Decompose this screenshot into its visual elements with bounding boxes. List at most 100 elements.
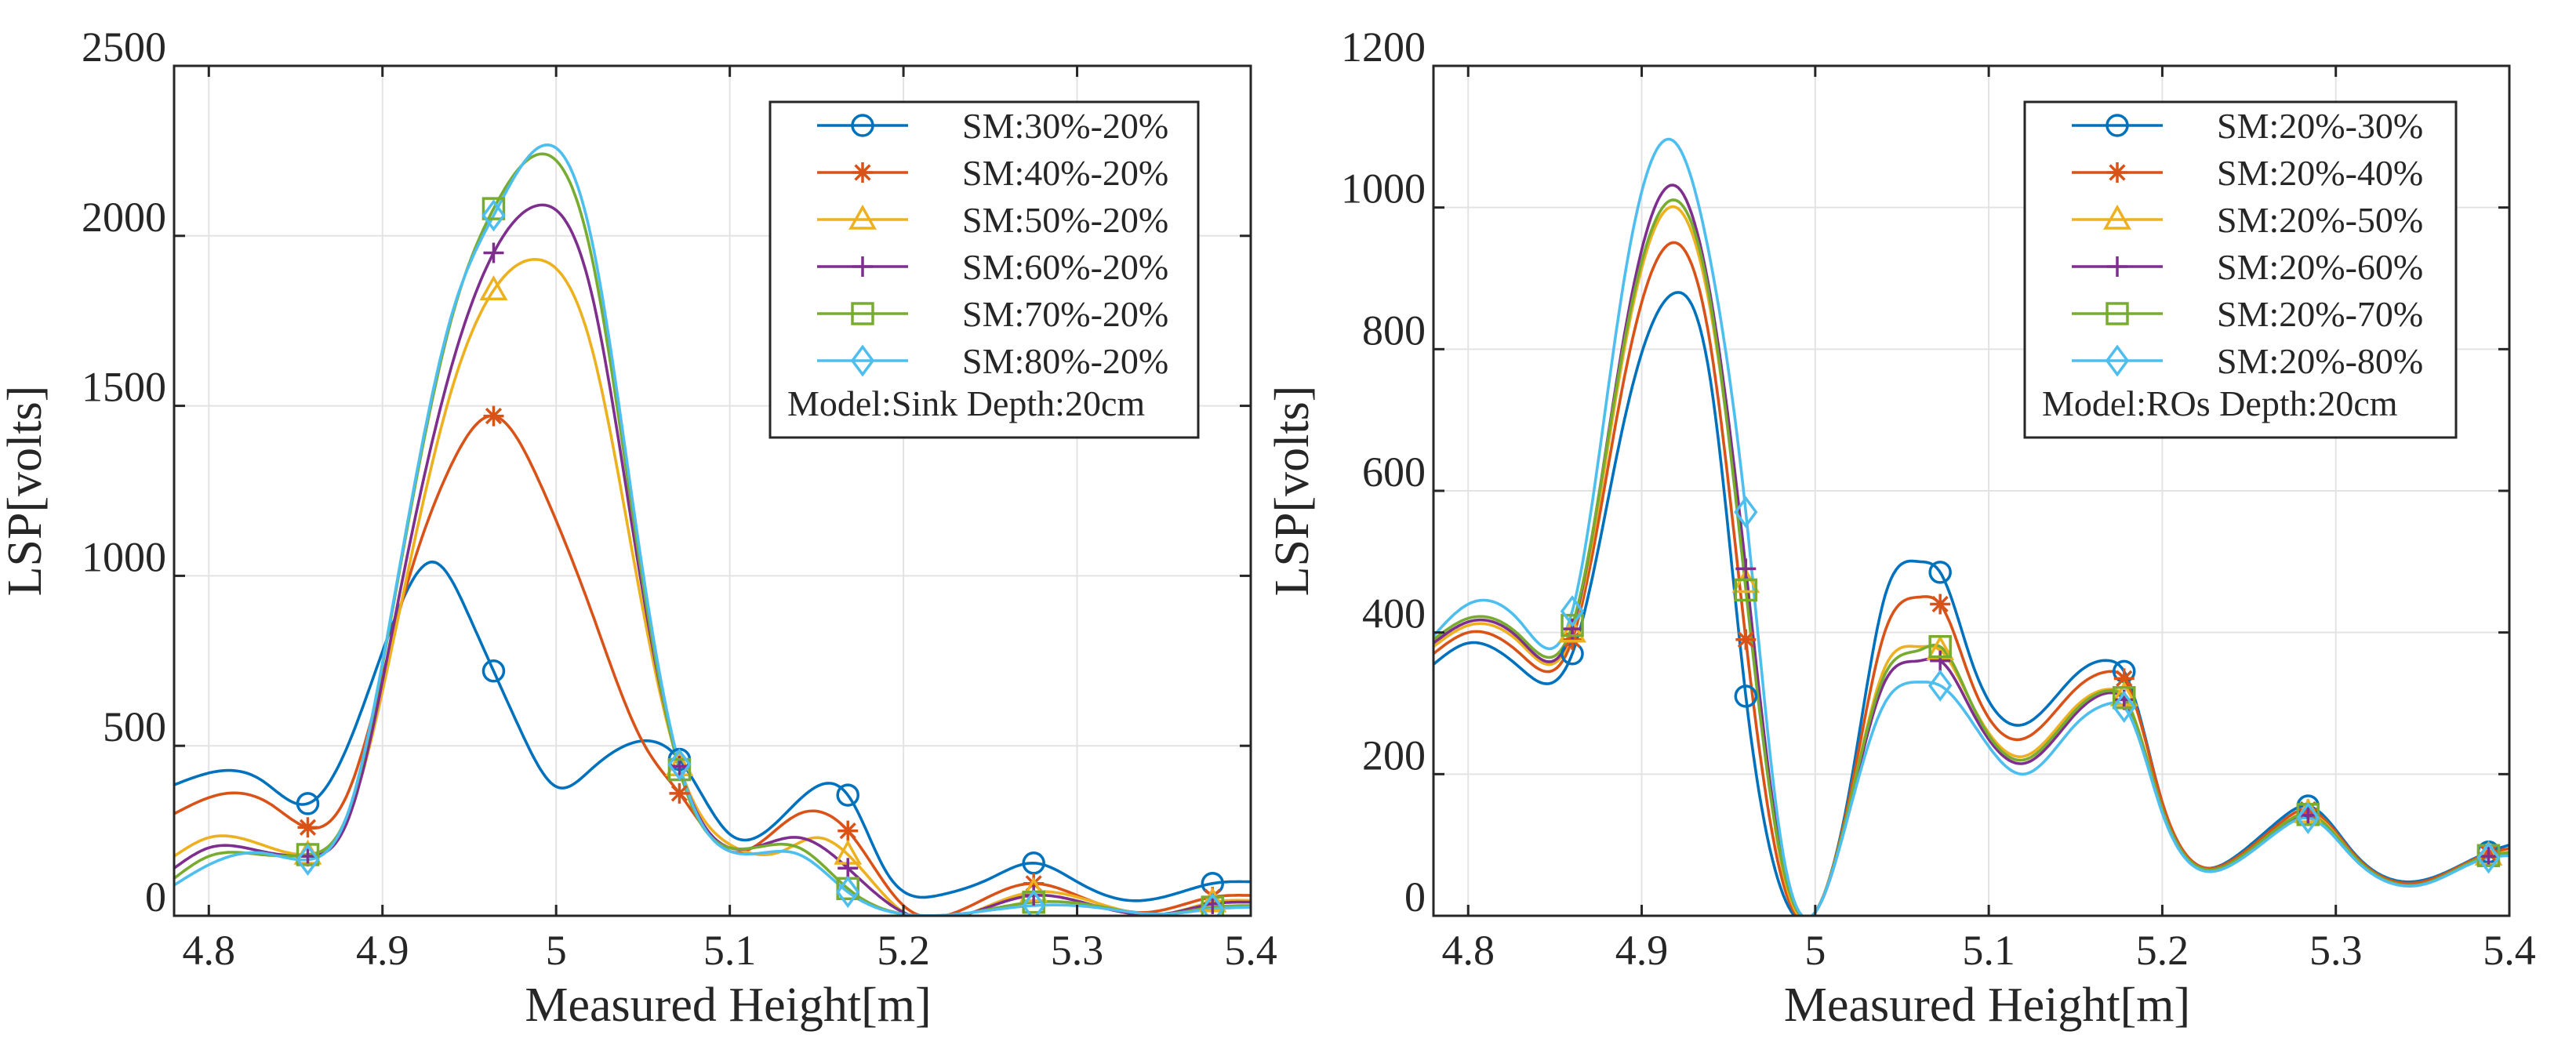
legend-entry-label: SM:70%-20% — [962, 294, 1168, 334]
series-group — [174, 143, 1251, 916]
y-tick-label: 200 — [1362, 732, 1426, 779]
data-point-s1-5 — [1022, 851, 1045, 875]
series-group — [1433, 137, 2509, 916]
data-point-s6-5 — [2296, 801, 2320, 834]
y-tick-label: 0 — [145, 873, 166, 920]
legend-swatch-marker — [2105, 302, 2129, 325]
y-tick-label: 800 — [1362, 307, 1426, 354]
x-tick-label: 5 — [546, 927, 567, 974]
x-axis-label: Measured Height[m] — [525, 979, 931, 1032]
x-tick-label: 5 — [1804, 927, 1826, 974]
data-point-s6-1 — [1560, 595, 1585, 628]
legend-swatch-marker — [852, 256, 873, 277]
data-point-s1-3 — [1928, 561, 1952, 584]
data-point-s4-3 — [1930, 650, 1951, 671]
legend-entry-label: SM:80%-20% — [962, 341, 1168, 381]
data-point-s4-2 — [1735, 558, 1757, 579]
legend-swatch-marker — [2107, 162, 2127, 183]
x-tick-label: 4.9 — [356, 927, 409, 974]
left-chart-sink: 4.8 4.9 5 5.1 5.2 5.3 5.4 0 500 1000 1500 2000 2500 M… — [0, 24, 1277, 1032]
series-line-6 — [174, 143, 1251, 916]
data-point-s6-2 — [1734, 496, 1758, 528]
y-tick-label: 1000 — [82, 533, 166, 580]
y-tick-label: 400 — [1362, 590, 1426, 637]
data-point-s5-2 — [1734, 578, 1758, 602]
x-tick-label: 5.3 — [1051, 927, 1104, 974]
data-point-s2-2 — [483, 405, 504, 427]
legend-swatch-marker — [851, 302, 874, 325]
series-line-1 — [1433, 291, 2509, 916]
legend-entry-label: SM:20%-50% — [2217, 200, 2423, 240]
series-line-2 — [1433, 241, 2509, 916]
data-point-s4-4 — [837, 858, 859, 879]
data-point-s6-3 — [667, 748, 692, 781]
legend-swatch-marker — [2103, 204, 2131, 230]
data-point-s5-4 — [2112, 686, 2136, 710]
data-point-s4-6 — [2478, 846, 2499, 867]
data-point-s1-2 — [481, 659, 506, 683]
data-point-s6-6 — [2476, 841, 2501, 874]
y-tick-label: 600 — [1362, 448, 1426, 496]
x-tick-label: 5.4 — [2483, 927, 2536, 974]
legend-entry-label: SM:20%-40% — [2217, 153, 2423, 193]
x-tick-label: 4.8 — [1442, 927, 1495, 974]
legend-swatch-marker — [852, 162, 873, 183]
data-point-s3-1 — [1558, 617, 1586, 643]
legend-entry-label: SM:20%-30% — [2217, 106, 2423, 146]
y-tick-label: 1500 — [82, 364, 166, 411]
x-tick-label: 5.4 — [1224, 927, 1277, 974]
y-tick-label: 1200 — [1341, 24, 1426, 71]
y-tick-label: 0 — [1404, 873, 1426, 920]
data-point-s1-1 — [296, 792, 320, 815]
data-point-s6-4 — [2112, 691, 2136, 724]
legend-swatch-marker — [850, 344, 875, 377]
data-point-s5-2 — [481, 197, 506, 220]
legend-entry-label: SM:20%-60% — [2217, 247, 2423, 287]
legend-swatch-marker — [851, 114, 874, 137]
data-point-s2-4 — [2113, 668, 2135, 689]
data-point-s4-5 — [1023, 884, 1045, 906]
legend: SM:20%-30% SM:20%-40% SM:20%-50% SM:20%-60%… — [2023, 100, 2458, 439]
x-tick-label: 4.8 — [183, 927, 236, 974]
data-point-s2-3 — [669, 782, 690, 804]
data-point-s6-1 — [296, 843, 320, 876]
x-tick-label: 4.9 — [1615, 927, 1669, 974]
x-tick-label: 5.2 — [877, 927, 930, 974]
data-point-s4-2 — [483, 242, 504, 263]
legend-swatch-marker — [2107, 256, 2127, 277]
y-tick-label: 1000 — [1341, 165, 1426, 212]
legend-entry-label: SM:20%-70% — [2217, 294, 2423, 334]
data-point-s6-2 — [481, 199, 506, 232]
data-point-s6-6 — [1201, 892, 1225, 916]
legend-entry-label: SM:50%-20% — [962, 200, 1168, 240]
x-tick-label: 5.3 — [2309, 927, 2363, 974]
legend-entry-label: SM:40%-20% — [962, 153, 1168, 193]
legend-box — [2023, 100, 2458, 439]
legend-annotation: Model:ROs Depth:20cm — [2042, 383, 2398, 423]
data-point-s5-3 — [1928, 634, 1952, 659]
data-point-s1-2 — [1734, 684, 1758, 708]
x-tick-label: 5.1 — [703, 927, 757, 974]
legend-entry-label: SM:60%-20% — [962, 247, 1168, 287]
x-tick-label: 5.2 — [2136, 927, 2189, 974]
legend: SM:30%-20% SM:40%-20% SM:50%-20% SM:60%-20%… — [768, 100, 1200, 439]
data-point-s2-3 — [1930, 594, 1951, 615]
legend-box — [768, 100, 1200, 439]
y-tick-label: 2000 — [82, 194, 166, 241]
data-point-s2-2 — [1735, 629, 1757, 650]
legend-swatch-marker — [848, 204, 877, 230]
data-point-s6-4 — [836, 876, 860, 909]
data-point-s5-1 — [1560, 613, 1584, 637]
legend-swatch-marker — [2105, 114, 2129, 137]
data-point-s2-1 — [1562, 629, 1583, 650]
x-axis-label: Measured Height[m] — [1784, 979, 2190, 1032]
series-line-6 — [1433, 137, 2509, 916]
data-point-s2-1 — [297, 817, 318, 838]
legend-swatch-marker — [2105, 344, 2130, 377]
data-point-s1-4 — [836, 783, 859, 807]
data-point-s6-5 — [1022, 889, 1046, 916]
data-point-s2-5 — [1023, 873, 1045, 894]
right-chart-ros: 4.8 4.9 5 5.1 5.2 5.3 5.4 0 200 400 600 800 1000 1200… — [1266, 24, 2536, 1032]
y-axis-label: LSP[volts] — [0, 386, 52, 597]
series-line-4 — [174, 203, 1251, 916]
